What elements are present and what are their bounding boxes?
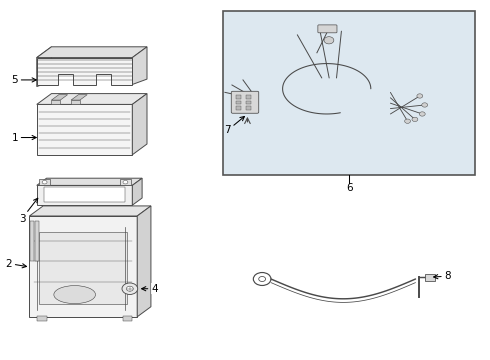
Bar xyxy=(246,101,251,104)
Polygon shape xyxy=(137,206,151,317)
Bar xyxy=(39,179,50,185)
Polygon shape xyxy=(132,47,147,85)
Circle shape xyxy=(123,180,128,184)
Bar xyxy=(236,106,241,110)
Bar xyxy=(246,106,251,110)
Bar xyxy=(122,316,132,321)
Bar xyxy=(44,187,125,202)
Text: 8: 8 xyxy=(434,271,451,281)
Polygon shape xyxy=(37,94,147,104)
Ellipse shape xyxy=(54,285,96,303)
Polygon shape xyxy=(37,58,132,85)
Circle shape xyxy=(417,94,423,98)
Circle shape xyxy=(419,112,425,116)
Text: 2: 2 xyxy=(5,258,26,269)
Polygon shape xyxy=(37,104,132,155)
Text: 5: 5 xyxy=(11,75,36,85)
Bar xyxy=(236,101,241,104)
Bar xyxy=(236,95,241,99)
Text: 3: 3 xyxy=(19,198,38,224)
Text: 7: 7 xyxy=(224,117,245,135)
Bar xyxy=(246,95,251,99)
Polygon shape xyxy=(132,178,142,205)
Bar xyxy=(120,179,131,185)
Text: 6: 6 xyxy=(346,183,352,193)
Bar xyxy=(223,11,475,175)
Polygon shape xyxy=(37,47,51,87)
Circle shape xyxy=(422,103,428,107)
Polygon shape xyxy=(29,216,137,317)
Bar xyxy=(51,100,60,104)
Circle shape xyxy=(126,286,133,291)
Bar xyxy=(37,316,47,321)
Text: 1: 1 xyxy=(11,132,36,143)
Bar xyxy=(425,274,435,281)
Polygon shape xyxy=(37,178,142,185)
Circle shape xyxy=(405,119,411,123)
Bar xyxy=(39,232,127,304)
Circle shape xyxy=(42,180,47,184)
Circle shape xyxy=(412,117,418,122)
Polygon shape xyxy=(132,94,147,155)
Polygon shape xyxy=(29,206,151,216)
Bar xyxy=(71,100,80,104)
Polygon shape xyxy=(51,95,68,100)
FancyBboxPatch shape xyxy=(318,25,337,33)
Bar xyxy=(35,221,39,261)
Polygon shape xyxy=(71,95,87,100)
Text: 4: 4 xyxy=(142,284,158,294)
FancyBboxPatch shape xyxy=(231,91,259,113)
Bar xyxy=(30,221,34,261)
Polygon shape xyxy=(37,47,147,58)
Polygon shape xyxy=(37,185,132,205)
Circle shape xyxy=(324,37,334,44)
Circle shape xyxy=(122,283,138,294)
